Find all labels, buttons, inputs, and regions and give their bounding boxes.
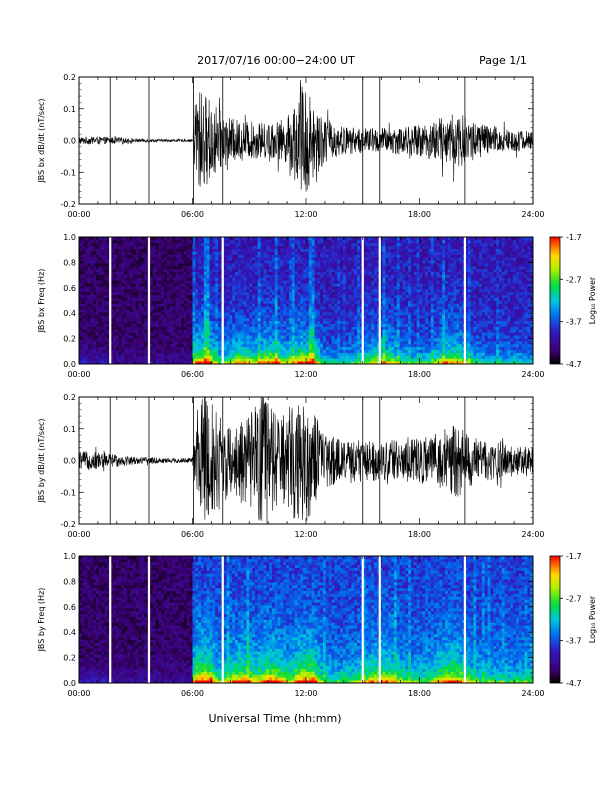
x-tick-label: 06:00 xyxy=(181,530,204,539)
y-tick-label: 0.4 xyxy=(63,628,76,637)
x-tick-label: 24:00 xyxy=(521,210,544,219)
y-tick-label: 0.0 xyxy=(63,360,76,369)
y-tick-label: 0.0 xyxy=(63,679,76,688)
x-tick-label: 00:00 xyxy=(67,530,90,539)
y-tick-label: 0.2 xyxy=(63,654,76,663)
y-tick-label: 0.2 xyxy=(63,335,76,344)
x-tick-label: 12:00 xyxy=(294,210,317,219)
page-number: Page 1/1 xyxy=(479,54,527,67)
signal-trace xyxy=(78,396,534,525)
y-axis-title: JBS by Freq (Hz) xyxy=(37,588,46,653)
colorbar-tick-label: -1.7 xyxy=(566,233,582,242)
signal-trace xyxy=(78,79,534,192)
y-tick-label: 0.6 xyxy=(63,284,76,293)
x-tick-label: 00:00 xyxy=(67,689,90,698)
page-title: 2017/07/16 00:00−24:00 UT xyxy=(197,54,355,67)
colorbar-tick-label: -3.7 xyxy=(566,318,582,327)
y-tick-label: 0.0 xyxy=(63,457,76,466)
x-tick-label: 18:00 xyxy=(408,210,431,219)
x-tick-label: 24:00 xyxy=(521,689,544,698)
x-tick-label: 18:00 xyxy=(408,370,431,379)
x-tick-label: 12:00 xyxy=(294,689,317,698)
y-tick-label: 0.8 xyxy=(63,577,76,586)
y-tick-label: 1.0 xyxy=(63,233,76,242)
x-axis-title: Universal Time (hh:mm) xyxy=(209,712,342,725)
x-tick-label: 24:00 xyxy=(521,370,544,379)
y-tick-label: 0.4 xyxy=(63,309,76,318)
colorbar-tick-label: -4.7 xyxy=(566,679,582,688)
x-tick-label: 06:00 xyxy=(181,689,204,698)
colorbar-tick-label: -1.7 xyxy=(566,552,582,561)
x-tick-label: 18:00 xyxy=(408,689,431,698)
panel-3: 00:00 06:00 12:00 18:00 24:00 -0.2 -0.1 0.0 0.1 0… xyxy=(37,393,545,539)
y-tick-label: 0.2 xyxy=(63,393,76,402)
x-tick-label: 24:00 xyxy=(521,530,544,539)
x-tick-label: 00:00 xyxy=(67,210,90,219)
colorbar-tick-label: -2.7 xyxy=(566,275,582,284)
y-tick-label: 0.2 xyxy=(63,73,76,82)
panel-1: 00:00 06:00 12:00 18:00 24:00 -0.2 -0.1 0.0 0.1 0… xyxy=(37,73,545,219)
y-tick-label: 0.8 xyxy=(63,258,76,267)
y-axis-title: JBS bx dB/dt (nT/sec) xyxy=(37,98,46,183)
x-tick-label: 12:00 xyxy=(294,370,317,379)
colorbar xyxy=(549,555,561,684)
y-tick-label: -0.2 xyxy=(60,520,76,529)
colorbar-tick-label: -2.7 xyxy=(566,594,582,603)
y-tick-label: -0.1 xyxy=(60,168,76,177)
y-tick-label: 0.1 xyxy=(63,105,76,114)
panel-4: -1.7 -2.7 -3.7 -4.7 Log₁₀ Power 00:00 06:00 12:… xyxy=(37,552,597,698)
panel-2: -1.7 -2.7 -3.7 -4.7 Log₁₀ Power 00:00 06:00 12:… xyxy=(37,233,597,379)
x-tick-label: 18:00 xyxy=(408,530,431,539)
colorbar-tick-label: -3.7 xyxy=(566,637,582,646)
spectrogram xyxy=(79,556,534,684)
y-axis-title: JBS by dB/dt (nT/sec) xyxy=(37,418,46,503)
y-tick-label: 0.0 xyxy=(63,137,76,146)
colorbar xyxy=(549,236,561,365)
y-axis-title: JBS bx Freq (Hz) xyxy=(37,269,46,334)
colorbar-label: Log₁₀ Power xyxy=(588,276,597,324)
panels: 00:00 06:00 12:00 18:00 24:00 -0.2 -0.1 0.0 0.1 0… xyxy=(37,73,597,698)
y-tick-label: 0.6 xyxy=(63,603,76,612)
y-tick-label: 0.1 xyxy=(63,425,76,434)
x-tick-label: 06:00 xyxy=(181,370,204,379)
spectrogram xyxy=(79,237,534,365)
colorbar-tick-label: -4.7 xyxy=(566,360,582,369)
y-tick-label: -0.2 xyxy=(60,200,76,209)
x-tick-label: 00:00 xyxy=(67,370,90,379)
y-tick-label: 1.0 xyxy=(63,552,76,561)
y-tick-label: -0.1 xyxy=(60,488,76,497)
x-tick-label: 12:00 xyxy=(294,530,317,539)
colorbar-label: Log₁₀ Power xyxy=(588,595,597,643)
x-tick-label: 06:00 xyxy=(181,210,204,219)
